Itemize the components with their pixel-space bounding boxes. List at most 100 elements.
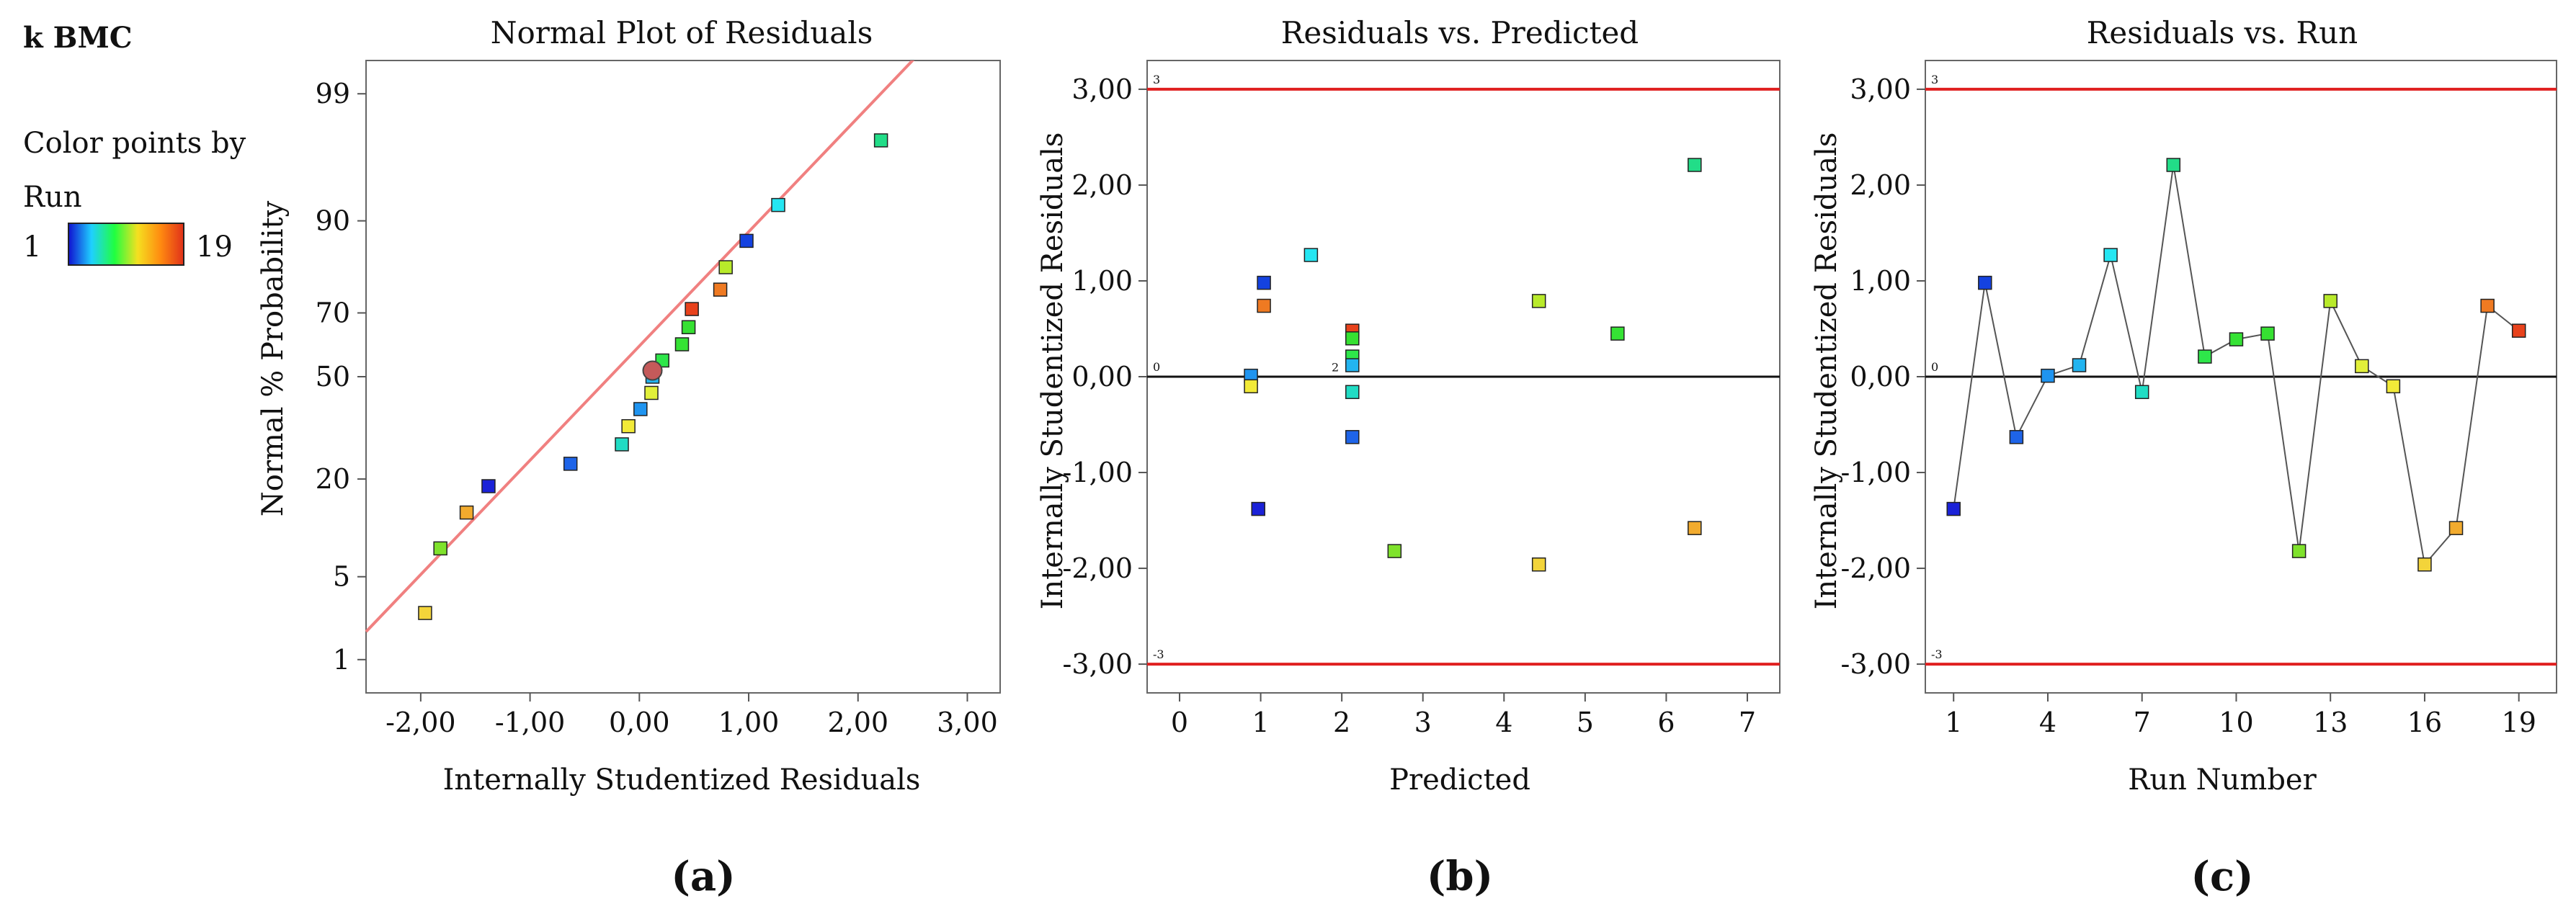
data-point (459, 505, 474, 520)
data-point (615, 437, 629, 452)
chart-title: Residuals vs. Run (2087, 15, 2358, 50)
data-point (1688, 158, 1702, 172)
y-tick-label: 2,00 (1850, 169, 1911, 201)
series-line (1953, 164, 2520, 566)
y-tick-label: -1,00 (1841, 457, 1911, 488)
data-point (1257, 298, 1271, 313)
limit-line-label: 3 (1153, 73, 1160, 86)
x-axis-label: Internally Studentized Residuals (443, 763, 921, 797)
plot-area: -3,00 -2,00 -1,00 0,00 1,00 2,00 3,00 1 4 7 10 13 16… (1841, 60, 2557, 738)
data-point (1345, 385, 1360, 400)
x-tick-label: 2,00 (827, 707, 888, 738)
data-point (1610, 326, 1625, 341)
y-tick-label: 0,00 (1071, 361, 1133, 393)
legend-max-label: 19 (196, 230, 233, 264)
x-tick-label: 10 (2219, 707, 2253, 738)
x-tick-label: 4 (2039, 707, 2056, 738)
legend-color-bar (68, 223, 184, 266)
limit-line-label: -3 (1931, 648, 1943, 661)
x-axis-label: Run Number (2128, 763, 2317, 797)
legend-title-line1: Color points by (23, 127, 246, 160)
y-tick-label: -3,00 (1841, 648, 1911, 680)
y-tick-label: -2,00 (1841, 552, 1911, 584)
data-point (2166, 158, 2181, 172)
y-tick-label: -3,00 (1063, 648, 1133, 680)
data-point (2009, 430, 2024, 444)
x-tick-label: 5 (1577, 707, 1594, 738)
x-tick-label: 19 (2502, 707, 2536, 738)
legend-min-label: 1 (23, 230, 41, 264)
data-point (2103, 248, 2118, 262)
y-tick-label: -2,00 (1063, 552, 1133, 584)
data-point (481, 479, 496, 493)
y-tick-label: 2,00 (1071, 169, 1133, 201)
data-point (1387, 544, 1402, 558)
data-point (1978, 275, 1992, 290)
y-tick-label: 3,00 (1850, 73, 1911, 105)
highlight-marker (642, 360, 663, 381)
panel-residuals-vs-run: Residuals vs. Run Internally Studentized… (1810, 15, 2557, 900)
data-point (739, 233, 754, 248)
x-tick-label: 6 (1657, 707, 1675, 738)
y-tick-label: 70 (316, 297, 350, 328)
y-tick-label: 1 (333, 644, 350, 676)
y-tick-label: 50 (316, 361, 350, 393)
data-point (621, 418, 636, 434)
data-point (674, 337, 690, 351)
plot-area: -2,00 -1,00 0,00 1,00 2,00 3,00 1 5 20 50 70 90 99 (316, 60, 1001, 738)
data-point (644, 385, 659, 400)
x-tick-label: 7 (2134, 707, 2151, 738)
data-point (1688, 521, 1702, 535)
limit-line-label: 3 (1931, 73, 1938, 86)
data-point (2291, 544, 2307, 558)
y-axis-label: Internally Studentized Residuals (1036, 133, 1069, 610)
data-point (1345, 331, 1360, 346)
x-tick-label: 4 (1495, 707, 1512, 738)
x-tick-label: 1,00 (718, 707, 780, 738)
figure-label: k BMC (23, 21, 133, 55)
x-tick-label: 1 (1945, 707, 1962, 738)
data-point (2072, 358, 2087, 372)
data-point (2041, 368, 2055, 383)
x-tick-label: 0,00 (609, 707, 670, 738)
x-tick-label: 0 (1171, 707, 1188, 738)
y-tick-label: 5 (333, 561, 350, 593)
chart-title: Normal Plot of Residuals (491, 15, 873, 50)
panel-label-b: (b) (1427, 853, 1493, 900)
legend-title-line2: Run (23, 181, 82, 214)
data-point (1251, 501, 1265, 516)
data-point (433, 541, 447, 556)
data-point (1531, 294, 1546, 308)
y-tick-label: -1,00 (1063, 457, 1133, 488)
y-tick-label: 1,00 (1850, 265, 1911, 297)
data-point (2229, 332, 2244, 346)
panel-label-c: (c) (2191, 853, 2253, 900)
x-tick-label: 3 (1414, 707, 1432, 738)
x-tick-label: -2,00 (385, 707, 455, 738)
data-point (1244, 379, 1258, 394)
x-tick-label: 7 (1739, 707, 1756, 738)
data-point (2480, 298, 2495, 313)
y-tick-label: 0,00 (1850, 361, 1911, 393)
data-point (1531, 557, 1546, 572)
y-tick-label: 3,00 (1071, 73, 1133, 105)
data-point (685, 302, 699, 316)
x-tick-label: 1 (1252, 707, 1269, 738)
y-tick-label: 90 (316, 205, 350, 237)
limit-line-label: -3 (1153, 648, 1164, 661)
data-point (2134, 385, 2149, 400)
x-tick-label: 2 (1333, 707, 1350, 738)
panel-label-a: (a) (671, 853, 735, 900)
x-tick-label: 13 (2313, 707, 2348, 738)
zero-line-label: 0 (1153, 360, 1160, 374)
x-tick-label: 3,00 (937, 707, 998, 738)
data-point (1303, 248, 1319, 262)
data-point (2260, 326, 2275, 341)
y-tick-label: 20 (316, 463, 350, 495)
plot-area: -3,00 -2,00 -1,00 0,00 1,00 2,00 3,00 0 1 2 3 4 5 6 7 3… (1063, 60, 1781, 738)
data-point (418, 606, 432, 620)
chart-title: Residuals vs. Predicted (1281, 15, 1639, 50)
data-point (2386, 379, 2401, 394)
x-tick-label: -1,00 (495, 707, 565, 738)
